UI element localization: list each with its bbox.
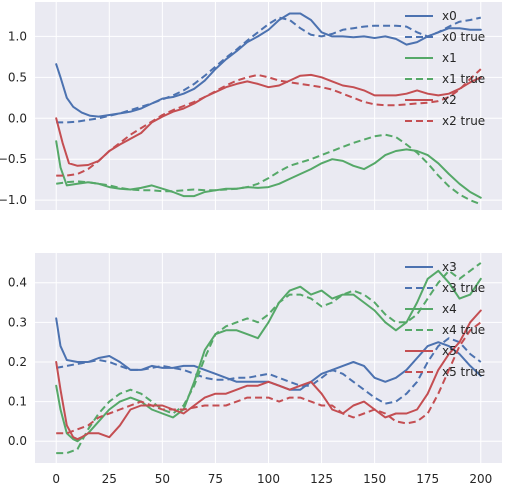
x-tick-label: 100 bbox=[257, 472, 280, 486]
legend-label: x4 bbox=[442, 302, 457, 316]
x-tick-label: 150 bbox=[363, 472, 386, 486]
legend-label: x0 bbox=[442, 9, 457, 23]
series-line-x0 bbox=[55, 12, 482, 118]
legend-label: x2 bbox=[442, 93, 457, 107]
y-tick-label: 0.1 bbox=[8, 395, 27, 409]
legend: x0 x0 true x1 x1 true x2 x2 true bbox=[405, 9, 485, 128]
series-line-x3 bbox=[55, 317, 482, 391]
series-line-x4-true bbox=[56, 262, 482, 455]
series-group bbox=[55, 12, 482, 206]
x-tick-label: 25 bbox=[102, 472, 117, 486]
legend-label: x4 true bbox=[442, 323, 485, 337]
y-tick-label: 0.0 bbox=[8, 111, 27, 125]
series-line-x2-true bbox=[56, 68, 482, 177]
series-line-x5 bbox=[55, 309, 482, 441]
series-line-x4 bbox=[55, 269, 482, 443]
series-group bbox=[55, 262, 482, 455]
y-tick-label: 0.0 bbox=[8, 434, 27, 448]
y-tick-label: −0.5 bbox=[0, 152, 27, 166]
series-line-x2 bbox=[55, 73, 482, 167]
series-line-x1-true bbox=[56, 133, 482, 206]
series-line-x1 bbox=[55, 140, 482, 199]
x-tick-label: 0 bbox=[52, 472, 60, 486]
y-tick-label: 0.4 bbox=[8, 276, 27, 290]
legend-label: x1 true bbox=[442, 72, 485, 86]
legend-label: x3 bbox=[442, 260, 457, 274]
legend-label: x2 true bbox=[442, 114, 485, 128]
y-tick-label: −1.0 bbox=[0, 193, 27, 207]
x-tick-label: 200 bbox=[469, 472, 492, 486]
legend-label: x5 bbox=[442, 344, 457, 358]
x-tick-label: 175 bbox=[416, 472, 439, 486]
x-tick-label: 75 bbox=[208, 472, 223, 486]
legend: x3 x3 true x4 x4 true x5 x5 true bbox=[405, 260, 485, 379]
y-tick-label: 0.2 bbox=[8, 355, 27, 369]
x-tick-label: 50 bbox=[155, 472, 170, 486]
legend-label: x5 true bbox=[442, 365, 485, 379]
x-tick-label: 125 bbox=[310, 472, 333, 486]
legend-label: x1 bbox=[442, 51, 457, 65]
y-tick-label: 0.5 bbox=[8, 70, 27, 84]
top-subplot: −1.0 −0.5 0.0 0.5 1.0 x0 x0 true x1 x1 true x2 x2 … bbox=[0, 2, 502, 210]
series-line-x3-true bbox=[56, 337, 482, 405]
legend-label: x3 true bbox=[442, 281, 485, 295]
y-tick-label: 1.0 bbox=[8, 29, 27, 43]
bottom-subplot: 0 25 50 75 100 125 150 175 2000.00.10.20.30.4x3x… bbox=[8, 253, 502, 486]
legend-label: x0 true bbox=[442, 30, 485, 44]
series-line-x5-true bbox=[56, 321, 482, 435]
series-line-x0-true bbox=[56, 16, 482, 124]
y-tick-label: 0.3 bbox=[8, 315, 27, 329]
